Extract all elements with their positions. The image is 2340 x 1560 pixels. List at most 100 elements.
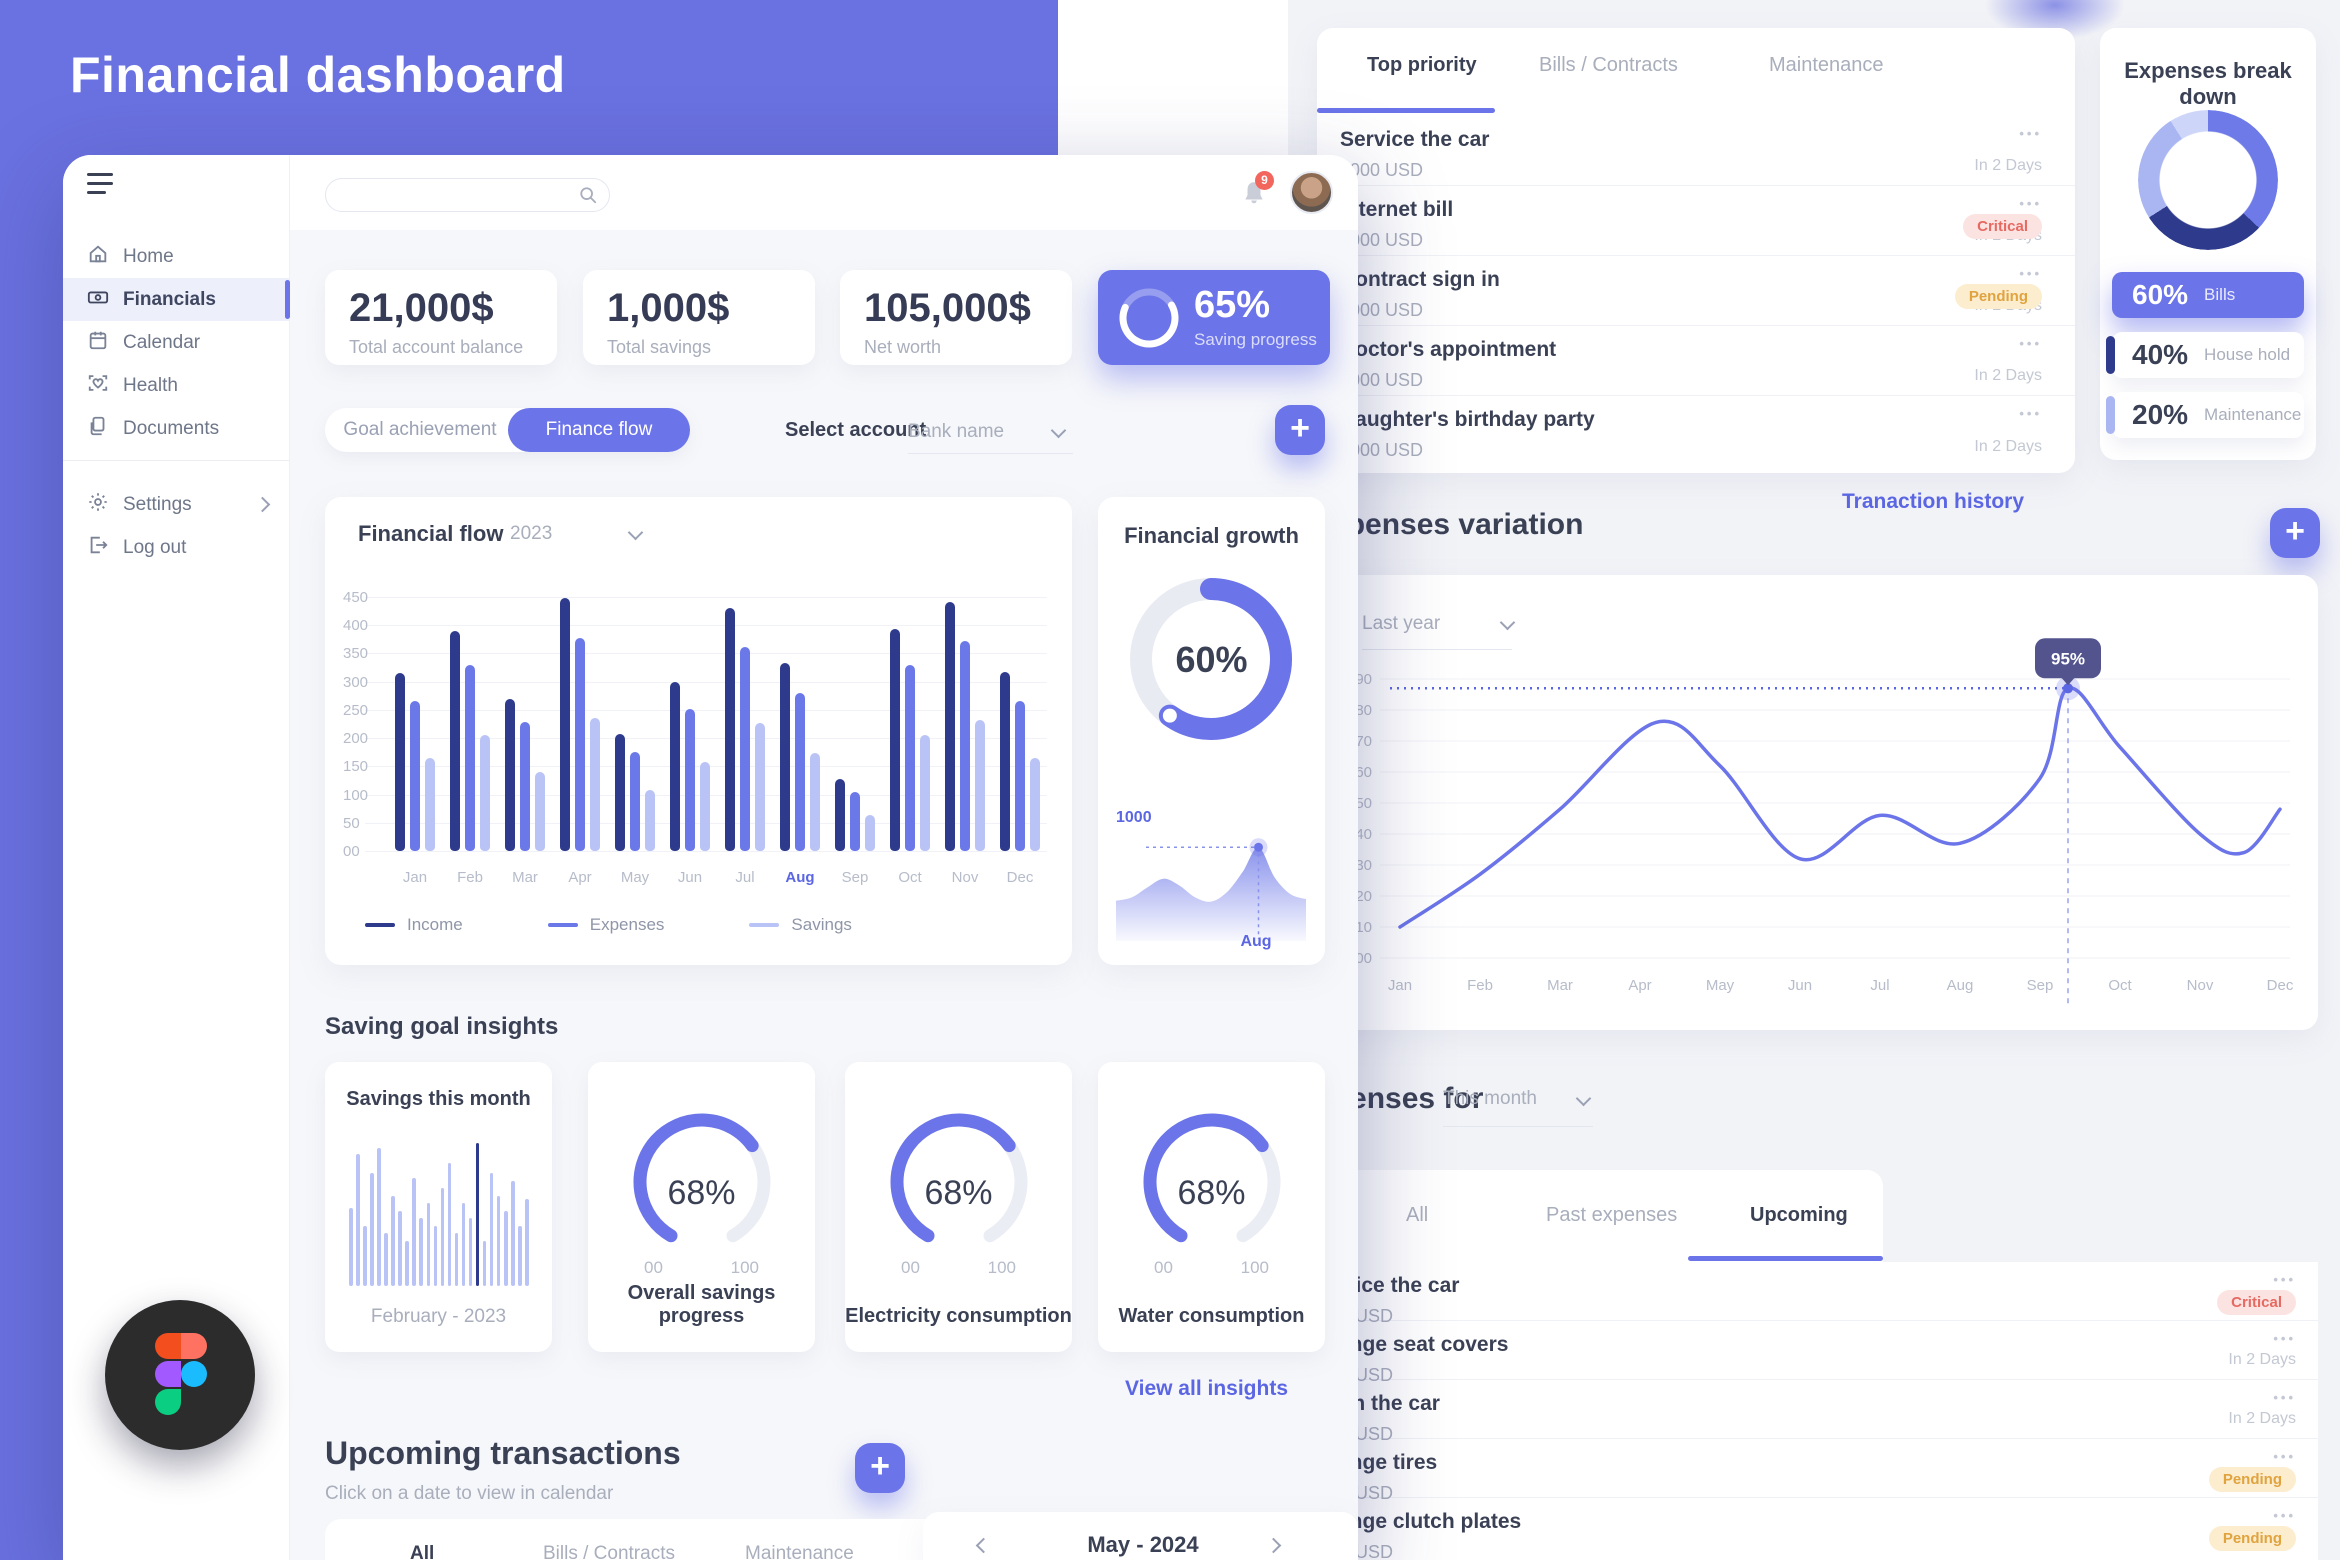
ellipsis-menu-icon[interactable]: ••• <box>2273 1449 2296 1464</box>
svg-text:20: 20 <box>1355 888 1372 905</box>
sidebar-item-calendar[interactable]: Calendar <box>63 321 290 364</box>
svg-text:10: 10 <box>1355 919 1372 936</box>
tab-all[interactable]: All <box>410 1543 435 1560</box>
view-all-insights-link[interactable]: View all insights <box>1125 1377 1288 1400</box>
tab-bills-contracts[interactable]: Bills / Contracts <box>1539 54 1678 76</box>
flow-year-value[interactable]: 2023 <box>510 523 553 544</box>
y-axis-label: 200 <box>343 730 369 748</box>
ellipsis-menu-icon[interactable]: ••• <box>2273 1331 2296 1346</box>
bar-expenses <box>630 752 640 851</box>
legend-swatch <box>365 923 395 927</box>
sidebar-item-home[interactable]: Home <box>63 235 290 278</box>
gridline <box>365 653 1047 655</box>
expense-row: Change clutch plates1000 USD•••In 2 Days… <box>1280 1498 2318 1560</box>
growth-trend-chart <box>1116 838 1306 941</box>
gauge-pct: 68% <box>1177 1174 1246 1212</box>
bar-income <box>615 734 625 851</box>
gauge-min: 00 <box>1154 1258 1173 1277</box>
flow-chart-title: Financial flow <box>358 521 504 546</box>
calendar-prev-icon[interactable] <box>975 1537 992 1554</box>
ellipsis-menu-icon[interactable]: ••• <box>2019 406 2042 421</box>
maintenance-label: Maintenance <box>2204 405 2302 424</box>
svg-text:Sep: Sep <box>2027 977 2054 994</box>
sidebar-item-settings[interactable]: Settings <box>63 483 290 526</box>
sparkline-bar <box>454 1233 459 1286</box>
bar-income <box>890 629 900 851</box>
add-transaction-button[interactable]: + <box>855 1443 905 1493</box>
toggle-goal-achievement[interactable]: Goal achievement <box>343 419 497 440</box>
select-account-value[interactable]: Bank name <box>908 421 1005 442</box>
notification-bell-icon[interactable]: 9 <box>1241 171 1274 212</box>
add-account-button[interactable]: + <box>1275 405 1325 455</box>
sidebar-item-health[interactable]: Health <box>63 364 290 407</box>
transaction-history-link[interactable]: Tranaction history <box>1842 490 2025 513</box>
tab-bills-contracts[interactable]: Bills / Contracts <box>543 1543 675 1560</box>
y-axis-label: 150 <box>343 758 369 776</box>
user-avatar[interactable] <box>1290 171 1333 214</box>
stat-value: 21,000$ <box>349 286 494 330</box>
sparkline-bar <box>489 1173 494 1286</box>
ellipsis-menu-icon[interactable]: ••• <box>2273 1272 2296 1287</box>
svg-text:40: 40 <box>1355 826 1372 843</box>
ellipsis-menu-icon[interactable]: ••• <box>2019 126 2042 141</box>
svg-text:50: 50 <box>1355 795 1372 812</box>
tab-maintenance[interactable]: Maintenance <box>745 1543 854 1560</box>
ellipsis-menu-icon[interactable]: ••• <box>2273 1390 2296 1405</box>
tab-past-expenses[interactable]: Past expenses <box>1546 1204 1678 1226</box>
chevron-down-icon[interactable] <box>627 524 644 541</box>
variation-filter-value[interactable]: Last year <box>1362 613 1441 634</box>
bar-savings <box>480 735 490 851</box>
legend-bills[interactable]: 60% Bills <box>2112 272 2304 318</box>
bar-income <box>945 602 955 851</box>
legend-household[interactable]: 40% House hold <box>2106 332 2304 378</box>
gauge-max: 100 <box>730 1258 759 1277</box>
stat-total-savings: 1,000$ Total savings <box>583 270 815 365</box>
sparkline-bar <box>377 1148 381 1286</box>
legend-maintenance[interactable]: 20% Maintenance <box>2106 392 2304 438</box>
upcoming-heading: Upcoming transactions <box>325 1435 681 1471</box>
svg-text:Aug: Aug <box>1947 977 1974 994</box>
sparkline-bar <box>398 1211 402 1286</box>
gauge-chart <box>633 1113 771 1243</box>
ellipsis-menu-icon[interactable]: ••• <box>2019 336 2042 351</box>
ellipsis-menu-icon[interactable]: ••• <box>2019 196 2042 211</box>
sparkline-bar <box>349 1208 353 1286</box>
chevron-down-icon[interactable] <box>1575 1090 1592 1107</box>
expenses-for-filter[interactable]: This month <box>1443 1088 1537 1109</box>
bar-expenses <box>685 709 695 851</box>
tab-upcoming[interactable]: Upcoming <box>1750 1204 1848 1226</box>
financial-growth-card: Financial growth 60% 1000 Aug <box>1098 497 1325 965</box>
row-amount: 1000 USD <box>1340 440 1424 460</box>
bar-group-apr <box>560 598 600 851</box>
tab-all[interactable]: All <box>1406 1204 1429 1226</box>
sidebar-item-log-out[interactable]: Log out <box>63 526 290 569</box>
notification-badge: 9 <box>1255 171 1274 190</box>
row-title: Contract sign in <box>1340 268 1500 291</box>
sidebar-item-documents[interactable]: Documents <box>63 407 290 450</box>
documents-icon <box>63 415 109 442</box>
x-axis-label-oct: Oct <box>898 869 922 886</box>
bar-group-jan <box>395 673 435 851</box>
toggle-finance-flow[interactable]: Finance flow <box>508 408 690 452</box>
bar-expenses <box>960 641 970 851</box>
tab-maintenance[interactable]: Maintenance <box>1769 54 1884 76</box>
add-expense-button[interactable]: + <box>2270 508 2320 558</box>
sidebar-item-label: Documents <box>123 417 220 439</box>
sidebar-item-financials[interactable]: Financials <box>63 278 290 321</box>
growth-donut-chart <box>1130 578 1292 740</box>
ellipsis-menu-icon[interactable]: ••• <box>2019 266 2042 281</box>
x-axis-label-sep: Sep <box>841 869 869 886</box>
growth-pct: 60% <box>1175 639 1248 680</box>
tooltip-value: 95% <box>2051 649 2085 668</box>
bar-savings <box>1030 758 1040 851</box>
search-input[interactable] <box>325 178 610 212</box>
ellipsis-menu-icon[interactable]: ••• <box>2273 1508 2296 1523</box>
gauge-card-electricity: 68% 00 100 Electricity consumption <box>845 1062 1072 1352</box>
y-axis-label: 100 <box>343 786 369 804</box>
calendar-next-icon[interactable] <box>1265 1537 1282 1554</box>
svg-text:Mar: Mar <box>1547 977 1573 994</box>
hamburger-menu-icon[interactable] <box>87 173 113 194</box>
tab-top-priority[interactable]: Top priority <box>1367 54 1477 76</box>
maintenance-color-bar <box>2106 396 2115 434</box>
